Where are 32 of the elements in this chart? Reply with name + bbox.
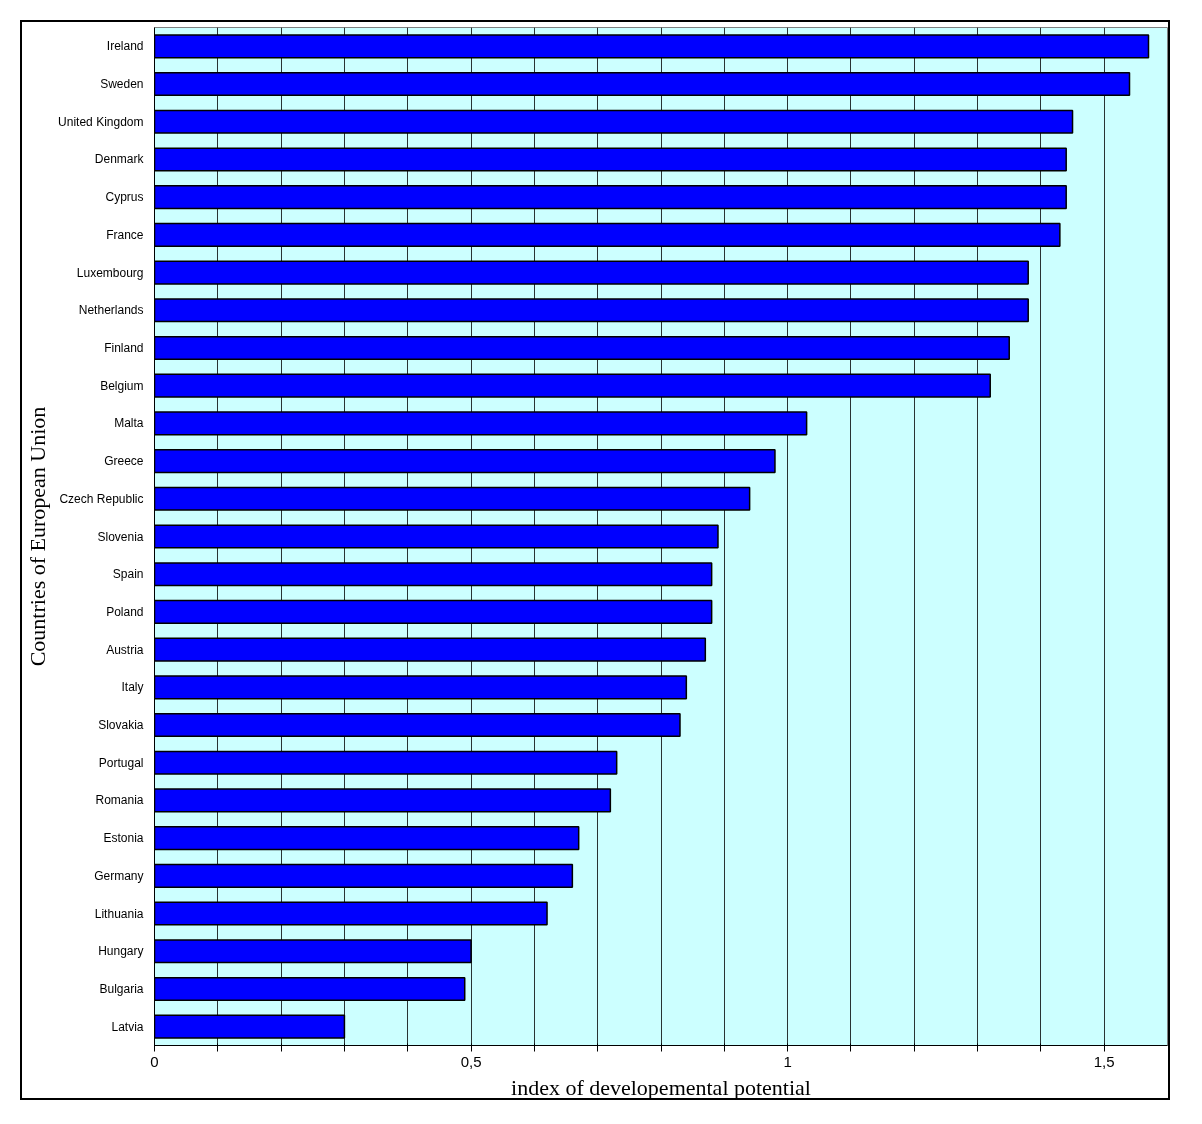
y-tick-label: Belgium <box>100 378 144 393</box>
y-tick-label: Denmark <box>94 152 145 167</box>
y-tick-label: France <box>106 227 144 242</box>
y-tick-label: Greece <box>104 454 144 469</box>
x-tick-label: 0,5 <box>460 1052 482 1070</box>
y-tick-label: Slovenia <box>97 529 144 544</box>
y-tick-label: Luxembourg <box>76 265 144 280</box>
y-tick-label: Finland <box>104 340 144 355</box>
y-tick-label: Bulgaria <box>99 981 144 996</box>
y-tick-label: Italy <box>121 680 144 695</box>
y-tick-label: Ireland <box>106 39 144 54</box>
y-tick-label: Romania <box>95 793 144 808</box>
y-tick-label: Czech Republic <box>59 491 144 506</box>
y-tick-label: Netherlands <box>78 303 144 318</box>
y-tick-label: Slovakia <box>98 718 144 733</box>
y-tick-label: Poland <box>106 604 144 619</box>
y-tick-label: United Kingdom <box>58 114 144 129</box>
y-tick-label: Hungary <box>98 944 144 959</box>
x-tick-label: 0 <box>150 1052 159 1070</box>
y-tick-label: Sweden <box>100 77 144 92</box>
y-tick-label: Germany <box>94 868 144 883</box>
y-tick-label: Latvia <box>111 1019 144 1034</box>
x-tick-label: 1,5 <box>1093 1052 1115 1070</box>
y-tick-label: Austria <box>106 642 144 657</box>
y-tick-label: Cyprus <box>105 190 144 205</box>
x-tick-label: 1 <box>783 1052 792 1070</box>
y-tick-label: Lithuania <box>94 906 144 921</box>
y-tick-label: Spain <box>112 567 144 582</box>
y-axis-title: Countries of European Union <box>25 406 51 667</box>
y-tick-label: Portugal <box>98 755 144 770</box>
y-tick-label: Estonia <box>103 831 144 846</box>
y-tick-label: Malta <box>114 416 144 431</box>
